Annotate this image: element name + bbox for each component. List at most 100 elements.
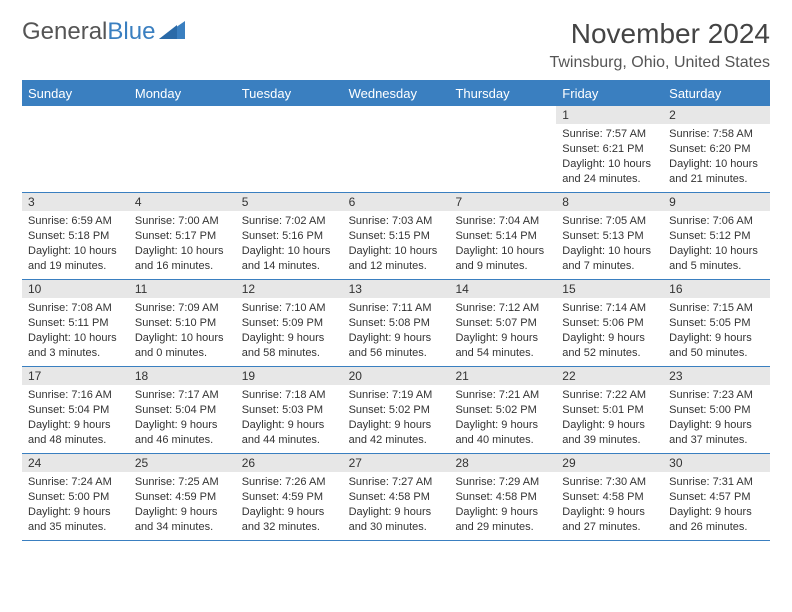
day-number: 5 <box>236 193 343 211</box>
week-row: 3Sunrise: 6:59 AMSunset: 5:18 PMDaylight… <box>22 192 770 279</box>
dow-friday: Friday <box>556 81 663 106</box>
day-number: 24 <box>22 454 129 472</box>
day-body: Sunrise: 7:17 AMSunset: 5:04 PMDaylight:… <box>129 385 236 451</box>
sunset-text: Sunset: 5:17 PM <box>135 229 230 244</box>
sunset-text: Sunset: 5:13 PM <box>562 229 657 244</box>
day-cell: 9 Sunrise: 7:06 AMSunset: 5:12 PMDaylight… <box>663 193 770 279</box>
day-number: 29 <box>556 454 663 472</box>
sunset-text: Sunset: 5:01 PM <box>562 403 657 418</box>
daylight-text: Daylight: 9 hours and 34 minutes. <box>135 505 230 535</box>
day-number: 16 <box>663 280 770 298</box>
sunset-text: Sunset: 4:59 PM <box>242 490 337 505</box>
sunrise-text: Sunrise: 7:18 AM <box>242 388 337 403</box>
sunrise-text: Sunrise: 7:16 AM <box>28 388 123 403</box>
sunrise-text: Sunrise: 7:27 AM <box>349 475 444 490</box>
day-cell: 13Sunrise: 7:11 AMSunset: 5:08 PMDayligh… <box>343 280 450 366</box>
dow-wednesday: Wednesday <box>343 81 450 106</box>
day-number: 28 <box>449 454 556 472</box>
daylight-text: Daylight: 9 hours and 35 minutes. <box>28 505 123 535</box>
day-cell: 7Sunrise: 7:04 AMSunset: 5:14 PMDaylight… <box>449 193 556 279</box>
dow-thursday: Thursday <box>449 81 556 106</box>
logo-text-2: Blue <box>107 18 155 46</box>
daylight-text: Daylight: 10 hours and 21 minutes. <box>669 157 764 187</box>
daylight-text: Daylight: 9 hours and 42 minutes. <box>349 418 444 448</box>
daylight-text: Daylight: 10 hours and 0 minutes. <box>135 331 230 361</box>
day-body: Sunrise: 7:57 AMSunset: 6:21 PMDaylight:… <box>556 124 663 190</box>
sunset-text: Sunset: 5:02 PM <box>349 403 444 418</box>
day-body: Sunrise: 7:22 AMSunset: 5:01 PMDaylight:… <box>556 385 663 451</box>
daylight-text: Daylight: 9 hours and 39 minutes. <box>562 418 657 448</box>
daylight-text: Daylight: 9 hours and 30 minutes. <box>349 505 444 535</box>
sunrise-text: Sunrise: 7:22 AM <box>562 388 657 403</box>
day-cell: 21Sunrise: 7:21 AMSunset: 5:02 PMDayligh… <box>449 367 556 453</box>
sunrise-text: Sunrise: 7:57 AM <box>562 127 657 142</box>
day-body: Sunrise: 7:27 AMSunset: 4:58 PMDaylight:… <box>343 472 450 538</box>
location: Twinsburg, Ohio, United States <box>549 54 770 72</box>
sunrise-text: Sunrise: 7:21 AM <box>455 388 550 403</box>
day-cell: 17Sunrise: 7:16 AMSunset: 5:04 PMDayligh… <box>22 367 129 453</box>
day-cell: 8Sunrise: 7:05 AMSunset: 5:13 PMDaylight… <box>556 193 663 279</box>
day-number: 22 <box>556 367 663 385</box>
day-number: 17 <box>22 367 129 385</box>
sunset-text: Sunset: 5:18 PM <box>28 229 123 244</box>
sunset-text: Sunset: 6:21 PM <box>562 142 657 157</box>
day-cell: 1Sunrise: 7:57 AMSunset: 6:21 PMDaylight… <box>556 106 663 192</box>
day-cell: 25Sunrise: 7:25 AMSunset: 4:59 PMDayligh… <box>129 454 236 540</box>
day-body: Sunrise: 7:04 AMSunset: 5:14 PMDaylight:… <box>449 211 556 277</box>
sunrise-text: Sunrise: 7:03 AM <box>349 214 444 229</box>
day-cell: 23Sunrise: 7:23 AMSunset: 5:00 PMDayligh… <box>663 367 770 453</box>
day-cell: 3Sunrise: 6:59 AMSunset: 5:18 PMDaylight… <box>22 193 129 279</box>
day-number: 7 <box>449 193 556 211</box>
sunset-text: Sunset: 5:12 PM <box>669 229 764 244</box>
sunrise-text: Sunrise: 7:19 AM <box>349 388 444 403</box>
day-body: Sunrise: 7:31 AMSunset: 4:57 PMDaylight:… <box>663 472 770 538</box>
day-cell: 18Sunrise: 7:17 AMSunset: 5:04 PMDayligh… <box>129 367 236 453</box>
day-body: Sunrise: 7:03 AMSunset: 5:15 PMDaylight:… <box>343 211 450 277</box>
sunrise-text: Sunrise: 7:24 AM <box>28 475 123 490</box>
sunset-text: Sunset: 4:59 PM <box>135 490 230 505</box>
daylight-text: Daylight: 9 hours and 37 minutes. <box>669 418 764 448</box>
day-number: 4 <box>129 193 236 211</box>
day-body: Sunrise: 7:12 AMSunset: 5:07 PMDaylight:… <box>449 298 556 364</box>
title-block: November 2024 Twinsburg, Ohio, United St… <box>549 18 770 72</box>
day-cell: 19Sunrise: 7:18 AMSunset: 5:03 PMDayligh… <box>236 367 343 453</box>
day-body: Sunrise: 7:21 AMSunset: 5:02 PMDaylight:… <box>449 385 556 451</box>
week-row: .....1Sunrise: 7:57 AMSunset: 6:21 PMDay… <box>22 106 770 192</box>
day-number: 19 <box>236 367 343 385</box>
sunset-text: Sunset: 5:10 PM <box>135 316 230 331</box>
sunset-text: Sunset: 5:16 PM <box>242 229 337 244</box>
daylight-text: Daylight: 9 hours and 46 minutes. <box>135 418 230 448</box>
daylight-text: Daylight: 9 hours and 50 minutes. <box>669 331 764 361</box>
day-number: 9 <box>663 193 770 211</box>
day-body: Sunrise: 7:14 AMSunset: 5:06 PMDaylight:… <box>556 298 663 364</box>
day-number: 12 <box>236 280 343 298</box>
day-cell: 12Sunrise: 7:10 AMSunset: 5:09 PMDayligh… <box>236 280 343 366</box>
daylight-text: Daylight: 9 hours and 52 minutes. <box>562 331 657 361</box>
sunrise-text: Sunrise: 7:31 AM <box>669 475 764 490</box>
day-body: Sunrise: 7:29 AMSunset: 4:58 PMDaylight:… <box>449 472 556 538</box>
daylight-text: Daylight: 9 hours and 56 minutes. <box>349 331 444 361</box>
day-cell: . <box>236 106 343 192</box>
sunset-text: Sunset: 5:02 PM <box>455 403 550 418</box>
sunrise-text: Sunrise: 7:29 AM <box>455 475 550 490</box>
day-cell: 28Sunrise: 7:29 AMSunset: 4:58 PMDayligh… <box>449 454 556 540</box>
day-body: Sunrise: 7:18 AMSunset: 5:03 PMDaylight:… <box>236 385 343 451</box>
daylight-text: Daylight: 10 hours and 9 minutes. <box>455 244 550 274</box>
sunrise-text: Sunrise: 7:00 AM <box>135 214 230 229</box>
week-row: 17Sunrise: 7:16 AMSunset: 5:04 PMDayligh… <box>22 366 770 453</box>
sunrise-text: Sunrise: 7:06 AM <box>669 214 764 229</box>
day-cell: 4Sunrise: 7:00 AMSunset: 5:17 PMDaylight… <box>129 193 236 279</box>
day-cell: 6Sunrise: 7:03 AMSunset: 5:15 PMDaylight… <box>343 193 450 279</box>
day-cell: . <box>343 106 450 192</box>
sunrise-text: Sunrise: 7:04 AM <box>455 214 550 229</box>
day-cell: 29Sunrise: 7:30 AMSunset: 4:58 PMDayligh… <box>556 454 663 540</box>
sunrise-text: Sunrise: 7:02 AM <box>242 214 337 229</box>
sunset-text: Sunset: 4:57 PM <box>669 490 764 505</box>
daylight-text: Daylight: 10 hours and 5 minutes. <box>669 244 764 274</box>
day-number: 25 <box>129 454 236 472</box>
day-body: Sunrise: 7:23 AMSunset: 5:00 PMDaylight:… <box>663 385 770 451</box>
day-cell: 15Sunrise: 7:14 AMSunset: 5:06 PMDayligh… <box>556 280 663 366</box>
day-number: 8 <box>556 193 663 211</box>
day-number: 1 <box>556 106 663 124</box>
daylight-text: Daylight: 9 hours and 32 minutes. <box>242 505 337 535</box>
